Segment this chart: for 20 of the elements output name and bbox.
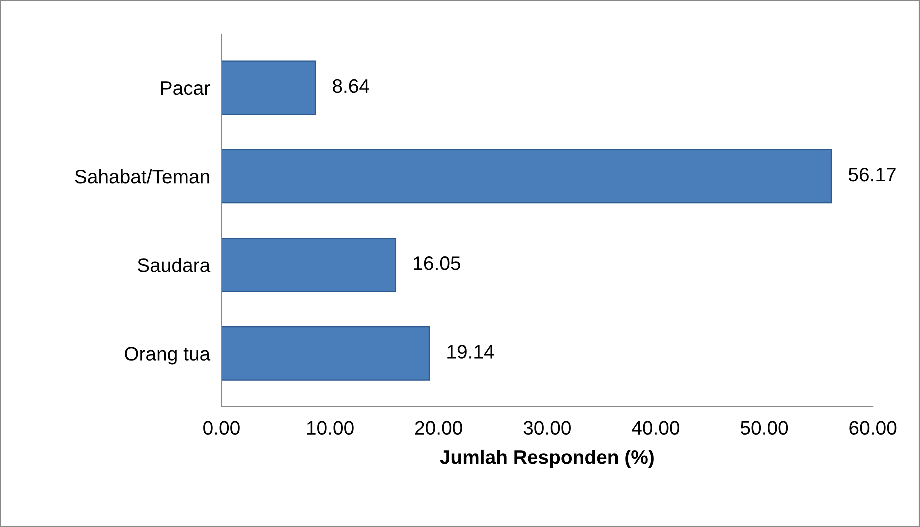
data-label: 16.05 xyxy=(414,256,460,270)
y-tick-label: Pacar xyxy=(161,82,210,96)
y-tick-label: Sahabat/Teman xyxy=(75,169,210,184)
y-tick-label: Saudara xyxy=(138,258,211,272)
x-tick-label: 10.00 xyxy=(307,421,354,436)
data-label: 19.14 xyxy=(448,345,494,359)
x-tick-label: 0.00 xyxy=(204,421,240,436)
x-tick-label: 50.00 xyxy=(740,421,788,436)
bar xyxy=(222,60,316,116)
y-tick-label: Orang tua xyxy=(125,347,211,365)
data-label: 56.17 xyxy=(848,168,896,182)
x-tick-label: 20.00 xyxy=(415,421,462,436)
data-label: 8.64 xyxy=(333,79,370,94)
x-tick-label: 60.00 xyxy=(850,421,897,436)
bar xyxy=(222,238,397,292)
x-axis-title: Jumlah Responden (%) xyxy=(440,450,654,468)
bar xyxy=(222,149,832,204)
x-tick-label: 30.00 xyxy=(524,421,571,436)
bar xyxy=(222,326,430,381)
x-tick-label: 40.00 xyxy=(632,421,680,436)
